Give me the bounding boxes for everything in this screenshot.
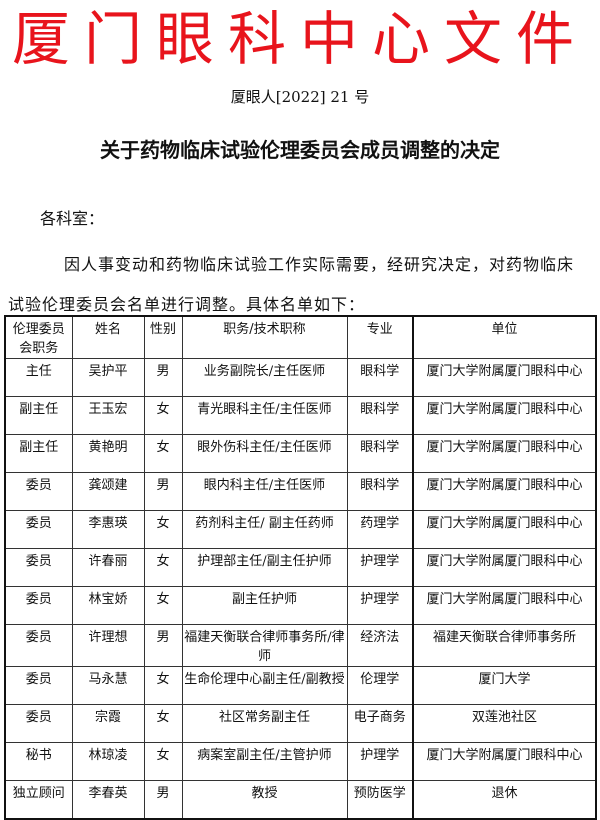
table-row: 委员 许春丽女护理部主任/副主任护师 护理学 厦门大学附属厦门眼科中心 <box>4 548 597 587</box>
header-unit: 单位 <box>412 315 597 359</box>
cell-position: 业务副院长/主任医师 <box>181 358 348 397</box>
cell-role: 委员 <box>4 548 73 587</box>
body-paragraph: 因人事变动和药物临床试验工作实际需要，经研究决定，对药物临床试验伦理委员会名单进… <box>8 255 575 314</box>
cell-unit: 厦门大学附属厦门眼科中心 <box>412 510 597 549</box>
cell-unit: 退休 <box>412 780 597 820</box>
cell-gender: 男 <box>143 358 183 397</box>
table-row: 委员 马永慧女生命伦理中心副主任/副教授 伦理学 厦门大学 <box>4 666 597 705</box>
cell-position: 护理部主任/副主任护师 <box>181 548 348 587</box>
cell-role: 独立顾问 <box>4 780 73 820</box>
cell-unit: 厦门大学附属厦门眼科中心 <box>412 742 597 781</box>
cell-role: 副主任 <box>4 434 73 473</box>
cell-specialty: 电子商务 <box>346 704 414 743</box>
table-row: 副主任 黄艳明女眼外伤科主任/主任医师 眼科学 厦门大学附属厦门眼科中心 <box>4 434 597 473</box>
cell-role: 秘书 <box>4 742 73 781</box>
cell-name: 林宝娇 <box>71 586 145 625</box>
table-row: 委员 李惠瑛女药剂科主任/ 副主任药师 药理学 厦门大学附属厦门眼科中心 <box>4 510 597 549</box>
committee-members-table: 伦理委员会职务 姓名 性别 职务/技术职称 专业 单位 主任 吴护平男业务副院长/主任医师 眼科… <box>4 315 597 820</box>
table-row: 主任 吴护平男业务副院长/主任医师 眼科学 厦门大学附属厦门眼科中心 <box>4 358 597 397</box>
cell-role: 委员 <box>4 666 73 705</box>
cell-gender: 男 <box>143 780 183 820</box>
cell-role: 委员 <box>4 586 73 625</box>
cell-gender: 女 <box>143 704 183 743</box>
cell-position: 福建天衡联合律师事务所/律师 <box>181 624 348 667</box>
table-row: 秘书 林琼凌女病案室副主任/主管护师 护理学 厦门大学附属厦门眼科中心 <box>4 742 597 781</box>
cell-specialty: 眼科学 <box>346 434 414 473</box>
cell-gender: 女 <box>143 396 183 435</box>
cell-name: 黄艳明 <box>71 434 145 473</box>
cell-position: 药剂科主任/ 副主任药师 <box>181 510 348 549</box>
header-name: 姓名 <box>71 315 145 359</box>
cell-position: 社区常务副主任 <box>181 704 348 743</box>
cell-specialty: 眼科学 <box>346 396 414 435</box>
table-header-row: 伦理委员会职务 姓名 性别 职务/技术职称 专业 单位 <box>4 315 597 359</box>
cell-unit: 福建天衡联合律师事务所 <box>412 624 597 667</box>
table-row: 委员 林宝娇女副主任护师 护理学 厦门大学附属厦门眼科中心 <box>4 586 597 625</box>
cell-name: 宗霞 <box>71 704 145 743</box>
cell-name: 吴护平 <box>71 358 145 397</box>
cell-specialty: 护理学 <box>346 742 414 781</box>
cell-role: 委员 <box>4 472 73 511</box>
table-row: 委员 宗霞女社区常务副主任 电子商务 双莲池社区 <box>4 704 597 743</box>
header-specialty: 专业 <box>346 315 414 359</box>
cell-unit: 厦门大学附属厦门眼科中心 <box>412 396 597 435</box>
table-row: 独立顾问 李春英男教授 预防医学 退休 <box>4 780 597 820</box>
cell-name: 李春英 <box>71 780 145 820</box>
table-row: 副主任 王玉宏女青光眼科主任/主任医师 眼科学 厦门大学附属厦门眼科中心 <box>4 396 597 435</box>
cell-unit: 双莲池社区 <box>412 704 597 743</box>
cell-name: 龚颂建 <box>71 472 145 511</box>
cell-position: 教授 <box>181 780 348 820</box>
cell-gender: 男 <box>143 624 183 667</box>
cell-unit: 厦门大学附属厦门眼科中心 <box>412 358 597 397</box>
cell-gender: 女 <box>143 434 183 473</box>
cell-name: 李惠瑛 <box>71 510 145 549</box>
cell-position: 生命伦理中心副主任/副教授 <box>181 666 348 705</box>
cell-specialty: 药理学 <box>346 510 414 549</box>
document-header-title: 厦门眼科中心文件 <box>11 5 588 73</box>
table-row: 委员 许理想男福建天衡联合律师事务所/律师 经济法 福建天衡联合律师事务所 <box>4 624 597 667</box>
cell-name: 王玉宏 <box>71 396 145 435</box>
table-row: 委员 龚颂建男眼内科主任/主任医师 眼科学 厦门大学附属厦门眼科中心 <box>4 472 597 511</box>
cell-name: 许春丽 <box>71 548 145 587</box>
header-gender: 性别 <box>143 315 183 359</box>
cell-position: 副主任护师 <box>181 586 348 625</box>
cell-specialty: 伦理学 <box>346 666 414 705</box>
salutation: 各科室： <box>40 209 105 228</box>
cell-role: 委员 <box>4 510 73 549</box>
cell-unit: 厦门大学附属厦门眼科中心 <box>412 472 597 511</box>
cell-specialty: 护理学 <box>346 548 414 587</box>
cell-gender: 男 <box>143 472 183 511</box>
document-number: 厦眼人[2022] 21 号 <box>230 88 370 106</box>
document-title: 关于药物临床试验伦理委员会成员调整的决定 <box>100 138 500 162</box>
cell-name: 马永慧 <box>71 666 145 705</box>
cell-gender: 女 <box>143 548 183 587</box>
header-position: 职务/技术职称 <box>181 315 348 359</box>
cell-role: 委员 <box>4 624 73 667</box>
cell-position: 病案室副主任/主管护师 <box>181 742 348 781</box>
cell-position: 眼外伤科主任/主任医师 <box>181 434 348 473</box>
cell-specialty: 眼科学 <box>346 358 414 397</box>
cell-role: 委员 <box>4 704 73 743</box>
cell-unit: 厦门大学 <box>412 666 597 705</box>
cell-gender: 女 <box>143 510 183 549</box>
cell-role: 副主任 <box>4 396 73 435</box>
cell-specialty: 眼科学 <box>346 472 414 511</box>
cell-role: 主任 <box>4 358 73 397</box>
cell-unit: 厦门大学附属厦门眼科中心 <box>412 586 597 625</box>
cell-unit: 厦门大学附属厦门眼科中心 <box>412 548 597 587</box>
cell-gender: 女 <box>143 742 183 781</box>
cell-name: 林琼凌 <box>71 742 145 781</box>
cell-specialty: 护理学 <box>346 586 414 625</box>
header-role: 伦理委员会职务 <box>4 315 73 359</box>
cell-specialty: 经济法 <box>346 624 414 667</box>
cell-name: 许理想 <box>71 624 145 667</box>
cell-gender: 女 <box>143 666 183 705</box>
cell-unit: 厦门大学附属厦门眼科中心 <box>412 434 597 473</box>
cell-position: 青光眼科主任/主任医师 <box>181 396 348 435</box>
cell-gender: 女 <box>143 586 183 625</box>
cell-specialty: 预防医学 <box>346 780 414 820</box>
cell-position: 眼内科主任/主任医师 <box>181 472 348 511</box>
